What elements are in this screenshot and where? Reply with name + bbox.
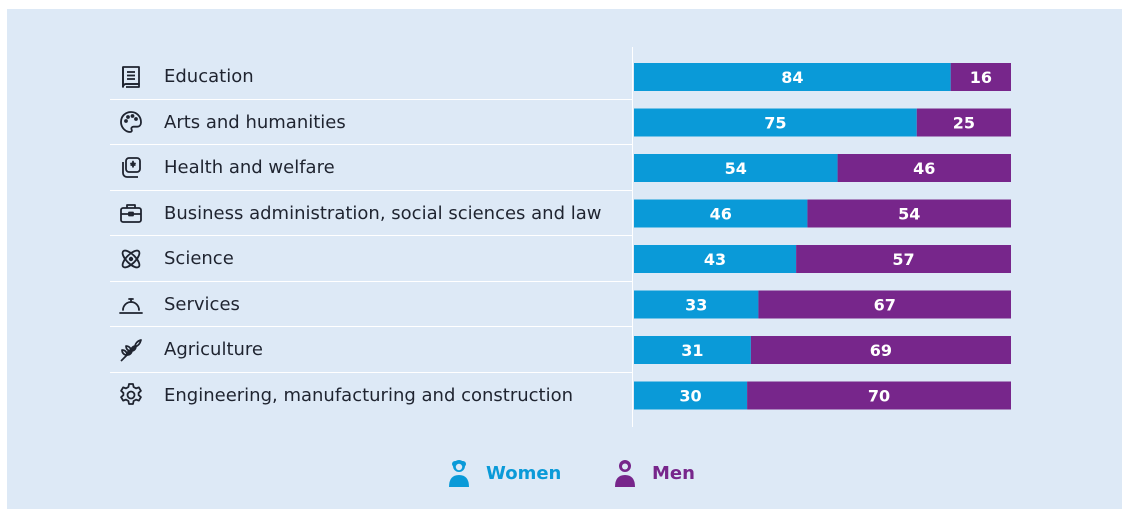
data-label-women: 33 bbox=[685, 296, 707, 315]
woman-icon bbox=[446, 458, 472, 488]
data-label-men: 54 bbox=[898, 205, 920, 224]
data-label-women: 46 bbox=[710, 205, 732, 224]
book-icon bbox=[118, 64, 144, 90]
briefcase-icon bbox=[118, 200, 144, 226]
data-label-women: 31 bbox=[681, 341, 703, 360]
category-row: Services bbox=[110, 282, 635, 327]
category-label: Engineering, manufacturing and construct… bbox=[164, 384, 574, 406]
data-label-men: 46 bbox=[913, 159, 935, 178]
bar-women bbox=[634, 199, 808, 228]
data-label-women: 84 bbox=[781, 68, 803, 87]
data-label-men: 25 bbox=[953, 114, 975, 133]
data-label-men: 69 bbox=[870, 341, 892, 360]
row-divider bbox=[110, 189, 632, 191]
category-label: Arts and humanities bbox=[164, 111, 346, 133]
wheat-icon bbox=[118, 337, 144, 363]
data-label-men: 57 bbox=[892, 250, 914, 269]
data-label-women: 30 bbox=[679, 387, 701, 406]
category-row: Business administration, social sciences… bbox=[110, 191, 635, 236]
category-row: Agriculture bbox=[110, 327, 635, 372]
row-divider bbox=[110, 326, 632, 327]
row-divider bbox=[110, 280, 632, 282]
row-divider bbox=[110, 371, 632, 373]
bar-men bbox=[758, 290, 1011, 319]
category-label: Science bbox=[164, 248, 234, 269]
category-row: Science bbox=[110, 236, 635, 281]
row-divider bbox=[110, 235, 632, 236]
category-label: Agriculture bbox=[164, 339, 263, 360]
bar-men bbox=[837, 154, 1011, 182]
man-icon bbox=[612, 458, 638, 488]
bar-men bbox=[807, 199, 1011, 228]
legend-women: Women bbox=[446, 456, 561, 490]
axis-line bbox=[632, 47, 633, 427]
category-label: Business administration, social sciences… bbox=[164, 202, 602, 224]
data-label-women: 54 bbox=[725, 159, 747, 178]
bar-men bbox=[916, 108, 1011, 137]
atom-icon bbox=[118, 246, 144, 272]
bar-men bbox=[796, 245, 1011, 273]
bar-women bbox=[634, 336, 751, 364]
bar-women bbox=[634, 63, 951, 91]
category-row: Health and welfare bbox=[110, 145, 635, 190]
bar-women bbox=[634, 381, 748, 410]
category-label: Health and welfare bbox=[164, 157, 335, 178]
bar-men bbox=[950, 63, 1011, 91]
gear-icon bbox=[118, 382, 144, 408]
legend-label-men: Men bbox=[652, 462, 695, 484]
bar-men bbox=[750, 336, 1011, 364]
row-divider bbox=[110, 98, 632, 100]
bar-women bbox=[634, 245, 797, 273]
data-label-men: 70 bbox=[868, 387, 890, 406]
legend-label-women: Women bbox=[486, 462, 562, 484]
legend-men: Men bbox=[612, 456, 695, 490]
bar-women bbox=[634, 290, 759, 319]
bar-men bbox=[747, 381, 1011, 410]
medical-cross-icon bbox=[118, 155, 144, 181]
category-label: Education bbox=[164, 66, 254, 87]
category-label: Services bbox=[164, 293, 240, 315]
data-label-women: 43 bbox=[704, 250, 726, 269]
bar-women bbox=[634, 154, 838, 182]
data-label-men: 67 bbox=[874, 296, 896, 315]
category-row: Engineering, manufacturing and construct… bbox=[110, 373, 635, 418]
palette-icon bbox=[118, 109, 144, 135]
service-bell-icon bbox=[118, 291, 144, 317]
row-divider bbox=[110, 144, 632, 145]
category-row: Arts and humanities bbox=[110, 100, 635, 145]
category-row: Education bbox=[110, 54, 635, 99]
bar-women bbox=[634, 108, 917, 137]
data-label-men: 16 bbox=[970, 68, 992, 87]
data-label-women: 75 bbox=[764, 114, 786, 133]
